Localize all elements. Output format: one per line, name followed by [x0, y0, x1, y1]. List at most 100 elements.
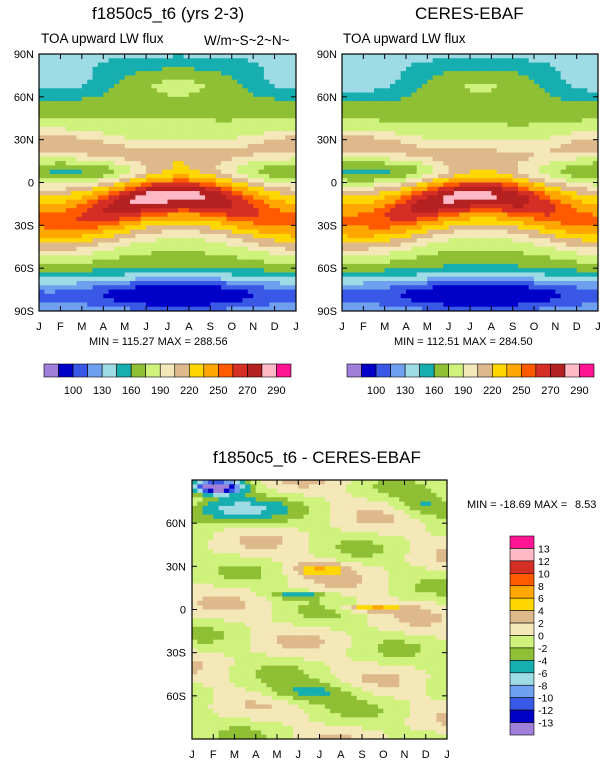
heatmap-cell [237, 126, 243, 132]
heatmap-cell [363, 131, 370, 136]
heatmap-cell [130, 298, 136, 303]
heatmap-cell [108, 203, 115, 209]
heatmap-cell [411, 62, 418, 68]
heatmap-cell [87, 122, 93, 128]
heatmap-cell [486, 208, 492, 213]
heatmap-cell [290, 71, 297, 76]
heatmap-cell [528, 101, 535, 106]
heatmap-cell [215, 216, 222, 222]
heatmap-cell [221, 251, 227, 256]
heatmap-cell [108, 186, 115, 192]
heatmap-cell [496, 203, 503, 209]
heatmap-cell [135, 199, 142, 205]
heatmap-cell [60, 221, 67, 226]
heatmap-cell [237, 246, 243, 252]
heatmap-cell [135, 285, 142, 290]
heatmap-cell [279, 161, 286, 166]
heatmap-cell [279, 152, 286, 158]
heatmap-cell [443, 122, 450, 128]
heatmap-cell [156, 96, 163, 102]
heatmap-cell [226, 58, 233, 63]
heatmap-cell [60, 191, 67, 196]
heatmap-cell [231, 54, 238, 59]
heatmap-cell [411, 208, 418, 213]
heatmap-cell [76, 263, 83, 269]
heatmap-cell [363, 122, 370, 128]
heatmap-cell [97, 92, 104, 98]
heatmap-cell [226, 71, 233, 76]
heatmap-cell [247, 238, 254, 243]
heatmap-cell [544, 126, 551, 132]
heatmap-cell [167, 263, 174, 269]
heatmap-cell [71, 306, 77, 312]
heatmap-cell [368, 66, 375, 72]
heatmap-cell [342, 109, 348, 115]
heatmap-cell [416, 148, 423, 153]
heatmap-cell [352, 126, 359, 132]
heatmap-cell [507, 58, 514, 63]
heatmap-cell [44, 143, 51, 149]
heatmap-cell [258, 96, 265, 102]
heatmap-cell [151, 238, 158, 243]
heatmap-cell [274, 139, 281, 145]
heatmap-cell [539, 173, 546, 179]
heatmap-cell [71, 298, 77, 303]
heatmap-cell [571, 152, 578, 158]
heatmap-cell [65, 203, 72, 209]
heatmap-cell [560, 58, 567, 63]
heatmap-cell [162, 255, 168, 260]
heatmap-cell [368, 83, 375, 89]
heatmap-cell [507, 105, 514, 111]
heatmap-cell [534, 118, 540, 123]
heatmap-cell [49, 263, 56, 269]
heatmap-cell [231, 148, 238, 153]
heatmap-cell [448, 62, 455, 68]
heatmap-cell [65, 101, 72, 106]
heatmap-cell [76, 281, 83, 286]
heatmap-cell [226, 203, 233, 209]
heatmap-cell [60, 62, 67, 68]
heatmap-cell [274, 238, 281, 243]
heatmap-cell [92, 139, 99, 145]
heatmap-cell [263, 238, 270, 243]
heatmap-cell [502, 131, 508, 136]
heatmap-cell [172, 233, 179, 239]
heatmap-cell [285, 71, 292, 76]
heatmap-cell [199, 255, 206, 260]
heatmap-cell [279, 101, 286, 106]
heatmap-cell [443, 221, 450, 226]
heatmap-cell [290, 88, 297, 93]
heatmap-cell [587, 109, 594, 115]
heatmap-cell [162, 75, 168, 81]
heatmap-cell [368, 173, 375, 179]
heatmap-cell [204, 109, 211, 115]
heatmap-cell [124, 293, 131, 299]
heatmap-cell [39, 238, 45, 243]
heatmap-cell [279, 272, 286, 278]
heatmap-cell [400, 178, 407, 183]
heatmap-cell [199, 238, 206, 243]
heatmap-cell [108, 83, 115, 89]
heatmap-cell [507, 221, 514, 226]
heatmap-cell [119, 212, 126, 218]
heatmap-cell [130, 169, 136, 175]
heatmap-cell [124, 225, 131, 231]
heatmap-cell [269, 143, 275, 149]
heatmap-cell [151, 88, 158, 93]
heatmap-cell [459, 182, 466, 188]
heatmap-cell [464, 221, 471, 226]
heatmap-cell [108, 113, 115, 119]
heatmap-cell [507, 186, 514, 192]
heatmap-cell [555, 122, 562, 128]
heatmap-cell [571, 186, 578, 192]
heatmap-cell [592, 105, 599, 111]
heatmap-cell [363, 221, 370, 226]
heatmap-cell [438, 92, 444, 98]
heatmap-cell [406, 191, 412, 196]
heatmap-cell [374, 173, 380, 179]
heatmap-cell [285, 178, 292, 183]
heatmap-cell [247, 169, 254, 175]
heatmap-cell [411, 83, 418, 89]
heatmap-cell [368, 143, 375, 149]
heatmap-cell [352, 173, 359, 179]
